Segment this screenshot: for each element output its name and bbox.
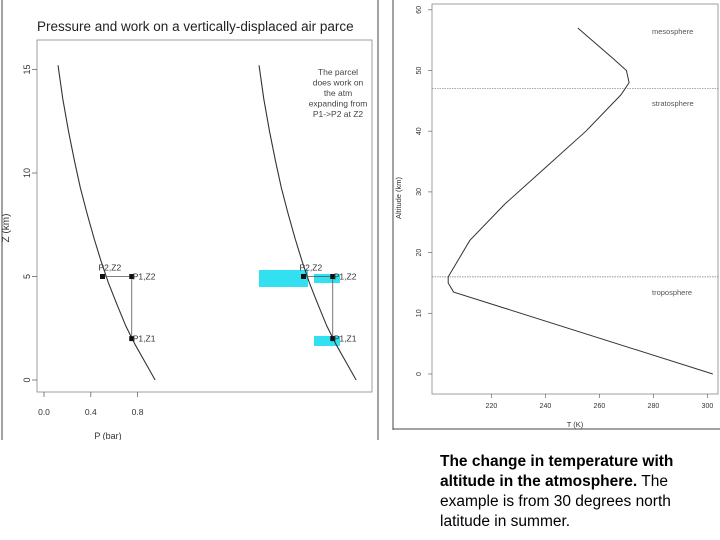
y-tick-label: 5 — [22, 274, 32, 279]
pressure-curve-panel-2 — [258, 65, 357, 381]
temperature-profile — [447, 27, 713, 375]
x-axis-label: P (bar) — [94, 431, 121, 440]
caption: The change in temperature with altitude … — [440, 452, 718, 532]
y-ticks: 0 10 20 30 40 50 60 — [416, 6, 432, 376]
point-label: P1,Z1 — [334, 334, 357, 344]
parcel-point — [129, 274, 135, 279]
work-box-z2 — [314, 274, 340, 283]
parcel-point — [100, 274, 105, 279]
plot-frame — [36, 39, 373, 393]
point-label: P2,Z2 — [99, 263, 122, 273]
temperature-altitude-chart: Altitude (km) T (K) 0 10 20 30 40 50 60 220 240… — [388, 0, 720, 430]
x-tick-label: 300 — [702, 403, 714, 410]
point-label: P2,Z2 — [300, 263, 323, 273]
point-label: P1,Z2 — [334, 272, 357, 282]
plot-frame — [431, 3, 719, 395]
y-axis-label: Z (km) — [1, 214, 12, 243]
work-highlight-boxes — [259, 270, 340, 346]
y-tick-label: 10 — [416, 309, 423, 317]
x-ticks: 0.0 0.4 0.8 — [38, 392, 144, 417]
pressure-curve-line — [57, 65, 156, 381]
work-box-large — [259, 270, 308, 287]
temperature-line — [447, 27, 713, 375]
pressure-work-chart: Pressure and work on a vertically-displa… — [0, 0, 380, 440]
x-axis-label: T (K) — [567, 420, 584, 429]
parcel-point — [129, 336, 135, 342]
y-tick-label: 0 — [416, 372, 423, 376]
y-tick-label: 50 — [416, 67, 423, 75]
layer-label-mesosphere: mesosphere — [652, 27, 693, 36]
layer-boundaries — [432, 88, 718, 278]
x-tick-label: 260 — [594, 403, 606, 410]
y-ticks: 0 5 10 15 — [22, 64, 37, 383]
chart-title: Pressure and work on a vertically-displa… — [37, 19, 354, 34]
parcel-point — [301, 274, 306, 279]
parcel-point — [330, 336, 336, 342]
x-tick-label: 280 — [648, 403, 660, 410]
y-axis-label: Altitude (km) — [394, 176, 403, 219]
point-label: P1,Z2 — [133, 272, 156, 282]
x-tick-label: 220 — [486, 403, 498, 410]
y-tick-label: 0 — [22, 377, 32, 382]
parcel-point — [330, 274, 336, 279]
annotation-line: does work on — [313, 78, 364, 88]
point-label: P1,Z1 — [133, 334, 156, 344]
y-tick-label: 15 — [22, 64, 32, 74]
y-tick-label: 20 — [416, 249, 423, 257]
x-ticks: 220 240 260 280 300 — [486, 394, 714, 410]
y-tick-label: 30 — [416, 188, 423, 196]
x-tick-label: 0.8 — [132, 407, 144, 417]
caption-rest: The example is from 30 degrees north lat… — [440, 473, 671, 530]
annotation-line: P1->P2 at Z2 — [313, 109, 364, 119]
annotation-line: The parcel — [318, 67, 358, 77]
x-tick-label: 240 — [540, 403, 552, 410]
pressure-curve-panel-1 — [57, 65, 156, 381]
parcel-points-panel-2: P2,Z2 P1,Z2 P1,Z1 — [300, 263, 357, 344]
caption-bold: The change in temperature with altitude … — [440, 453, 674, 490]
work-annotation: The parcel does work on the atm expanding f… — [309, 67, 368, 119]
x-tick-label: 0.0 — [38, 407, 50, 417]
y-tick-label: 40 — [416, 127, 423, 135]
y-tick-label: 10 — [22, 168, 32, 178]
y-tick-label: 60 — [416, 6, 423, 14]
parcel-points-panel-1: P2,Z2 P1,Z2 P1,Z1 — [99, 263, 156, 344]
layer-label-stratosphere: stratosphere — [652, 99, 694, 108]
annotation-line: the atm — [324, 88, 352, 98]
pressure-curve-line — [258, 65, 357, 381]
layer-label-troposphere: troposphere — [652, 288, 692, 297]
annotation-line: expanding from — [309, 99, 368, 109]
work-box-z1 — [314, 336, 340, 346]
x-tick-label: 0.4 — [85, 407, 97, 417]
